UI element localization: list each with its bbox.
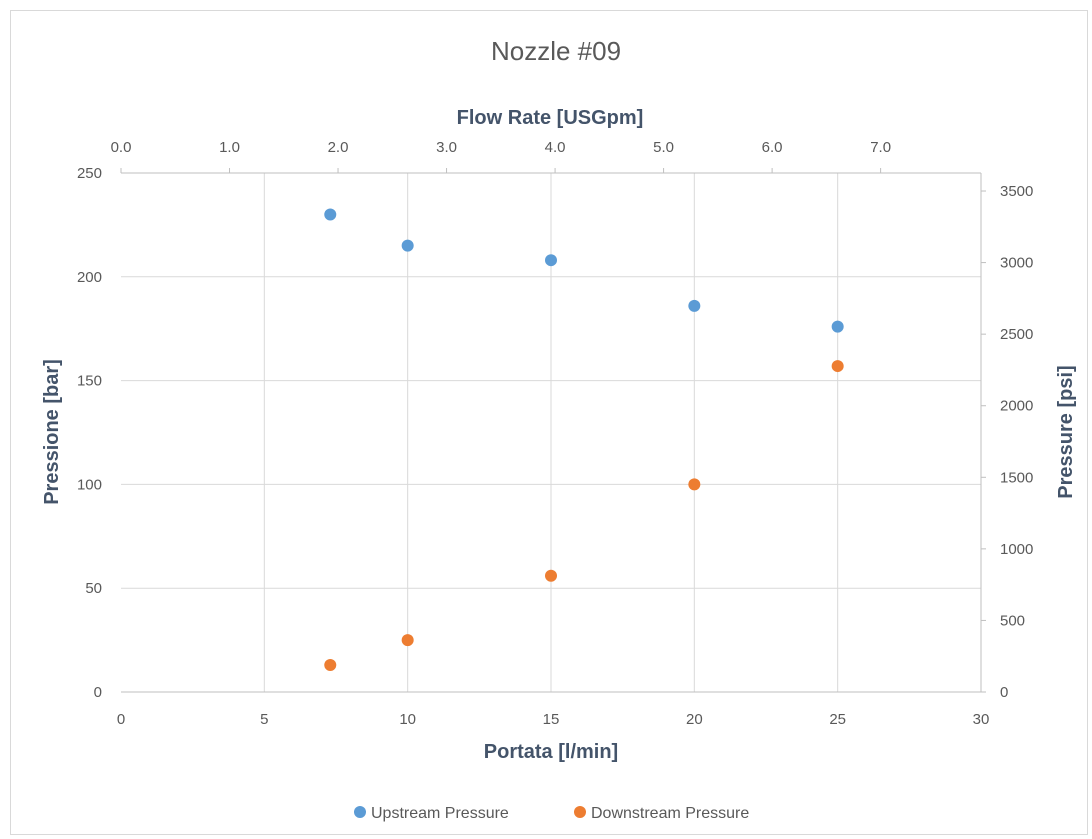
x2-axis-title: Flow Rate [USGpm] [457,107,644,129]
downstream-pressure-point [545,569,557,582]
y-tick-label: 150 [77,373,102,390]
x2-tick-label: 6.0 [762,139,783,156]
x2-tick-label: 1.0 [219,139,240,156]
legend: Upstream Pressure Downstream Pressure [354,805,749,822]
x-axis-title: Portata [l/min] [484,741,618,763]
downstream-pressure-point [688,478,701,491]
x-tick-label: 20 [686,711,703,728]
x2-tick-label: 3.0 [436,139,457,156]
y-tick-label: 0 [94,684,102,701]
y2-tick-label: 3000 [1000,255,1033,272]
y2-tick-label: 1000 [1000,541,1033,558]
y2-tick-label: 1500 [1000,469,1033,486]
data-points [324,208,844,672]
downstream-pressure-point [324,659,337,672]
upstream-pressure-point [324,208,337,221]
y2-tick-label: 2500 [1000,326,1033,343]
upstream-pressure-legend-marker [354,806,366,818]
x-tick-label: 10 [399,711,416,728]
upstream-pressure-point [688,299,701,312]
y2-tick-label: 0 [1000,684,1008,701]
upstream-pressure-point [545,254,557,267]
y-tick-label: 200 [77,269,102,286]
x2-tick-label: 0.0 [111,139,132,156]
downstream-pressure-legend-marker [574,806,586,818]
x-tick-label: 5 [260,711,268,728]
downstream-pressure-point [401,634,414,647]
downstream-pressure-legend-label: Downstream Pressure [591,805,749,822]
chart-frame [10,10,1088,835]
axes [120,168,986,693]
y-tick-label: 250 [77,165,102,182]
tick-labels: 0 5 10 15 20 25 30 0 50 100 150 200 250 0.0 1.0 2.0 3.0 4… [77,139,1033,728]
downstream-pressure-point [831,360,844,373]
chart-title: Nozzle #09 [491,36,621,66]
x-tick-label: 30 [973,711,990,728]
x2-tick-label: 2.0 [328,139,349,156]
y2-tick-label: 2000 [1000,398,1033,415]
upstream-pressure-point [401,239,414,252]
x-tick-label: 25 [829,711,846,728]
y2-tick-label: 3500 [1000,183,1033,200]
y-axis-title: Pressione [bar] [41,359,63,505]
x-tick-label: 15 [543,711,560,728]
y-tick-label: 50 [85,580,102,597]
x-tick-label: 0 [117,711,125,728]
y2-axis-title: Pressure [psi] [1055,365,1077,498]
x2-tick-label: 7.0 [870,139,891,156]
x2-tick-label: 4.0 [545,139,566,156]
upstream-pressure-legend-label: Upstream Pressure [371,805,509,822]
upstream-pressure-point [831,320,844,333]
y2-tick-label: 500 [1000,612,1025,629]
grid-lines [121,172,982,692]
x2-tick-label: 5.0 [653,139,674,156]
y-tick-label: 100 [77,476,102,493]
